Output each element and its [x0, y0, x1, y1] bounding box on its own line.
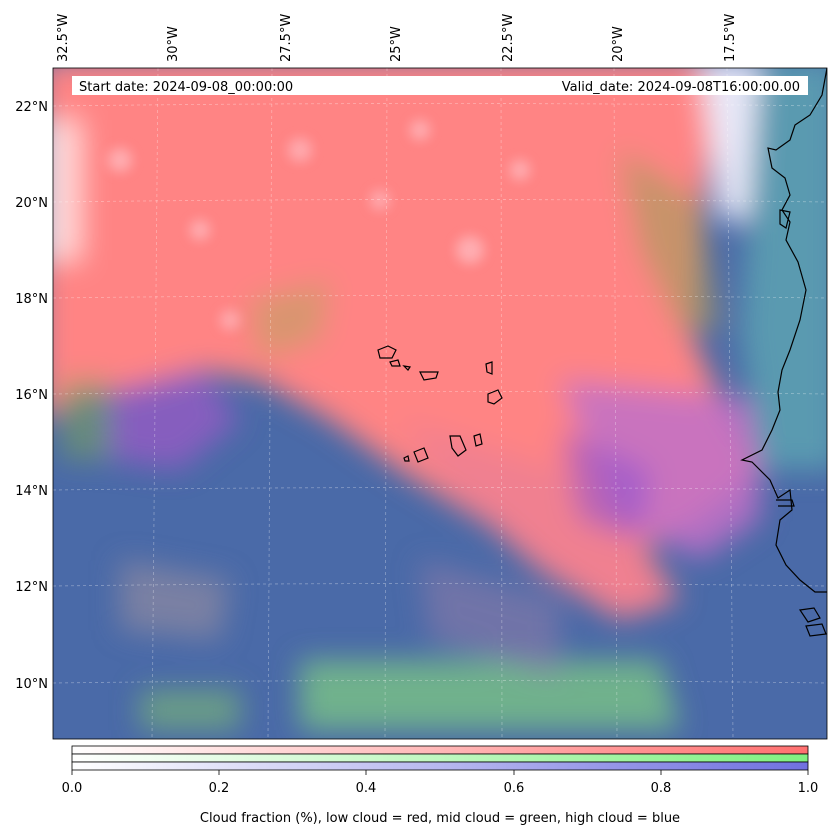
- coastline-detail-bijagos: [798, 607, 821, 623]
- lat-label: 20°N: [15, 196, 48, 211]
- island-sal: [485, 361, 493, 375]
- colorbar-mid-cloud: [71, 753, 809, 763]
- colorbar-tick: 0.4: [356, 781, 377, 796]
- colorbar-tick: 1.0: [798, 781, 819, 796]
- colorbar-tick: 0.6: [504, 781, 525, 796]
- island-sao-nicolau: [419, 371, 439, 381]
- island-santa-luzia: [402, 365, 412, 371]
- map-gridlines: [53, 68, 827, 739]
- island-sao-vicente: [389, 359, 401, 367]
- longitude-labels: 32.5°W 30°W 27.5°W 25°W 22.5°W 20°W 17.5…: [56, 14, 738, 62]
- lat-label: 16°N: [15, 388, 48, 403]
- lon-label: 27.5°W: [279, 14, 294, 62]
- lat-label: 12°N: [15, 580, 48, 595]
- colorbar-high-cloud: [71, 761, 809, 771]
- lon-label: 32.5°W: [56, 14, 71, 62]
- header-strip: [72, 76, 808, 95]
- coastline-detail-north: [779, 209, 791, 229]
- coastline-detail-south: [805, 623, 827, 637]
- lon-label: 20°W: [611, 26, 626, 62]
- colorbar-tick: 0.8: [651, 781, 672, 796]
- colorbar-tick: 0.2: [209, 781, 230, 796]
- island-brava: [403, 455, 410, 462]
- lon-label: 25°W: [389, 26, 404, 62]
- colorbar-label: Cloud fraction (%), low cloud = red, mid…: [200, 811, 680, 826]
- lon-label: 22.5°W: [501, 14, 516, 62]
- island-santiago: [449, 435, 467, 457]
- island-boa-vista: [487, 389, 503, 405]
- colorbar-tick: 0.0: [62, 781, 83, 796]
- lon-label: 30°W: [166, 26, 181, 62]
- lat-label: 22°N: [15, 100, 48, 115]
- coastline-outlines: [377, 68, 827, 637]
- island-fogo: [413, 447, 429, 463]
- colorbar-low-cloud: [71, 745, 809, 755]
- lon-label: 17.5°W: [723, 14, 738, 62]
- island-maio: [473, 433, 483, 447]
- lat-label: 14°N: [15, 484, 48, 499]
- colorbar: 0.0 0.2 0.4 0.6 0.8 1.0 Cloud fraction (…: [62, 745, 819, 826]
- coastline-detail-gambia: [776, 499, 795, 507]
- cloud-field-map: [53, 68, 827, 739]
- start-date-label: Start date: 2024-09-08_00:00:00: [79, 80, 293, 95]
- lat-label: 10°N: [15, 677, 48, 692]
- latitude-labels: 22°N 20°N 18°N 16°N 14°N 12°N 10°N: [15, 100, 48, 692]
- island-santo-antao: [377, 345, 397, 359]
- lat-label: 18°N: [15, 292, 48, 307]
- valid-date-label: Valid_date: 2024-09-08T16:00:00.00: [562, 80, 800, 95]
- west-africa-coastline: [740, 68, 827, 593]
